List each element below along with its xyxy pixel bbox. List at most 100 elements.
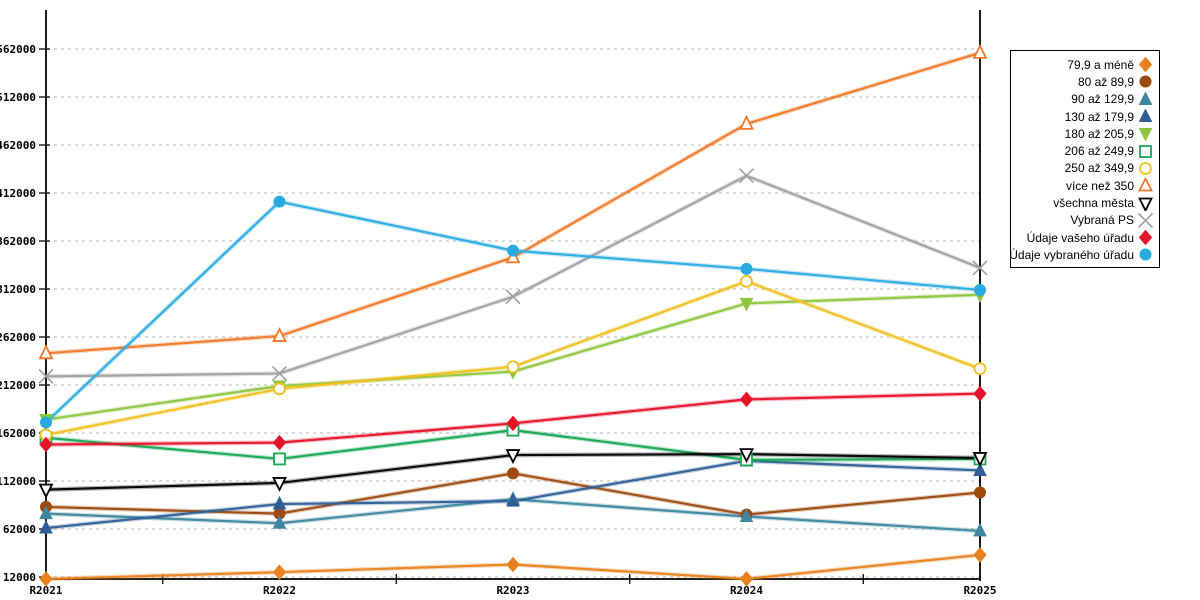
legend-x-icon (1138, 212, 1153, 228)
y-axis-label: 262000 (0, 331, 36, 344)
x-marker-icon (972, 260, 988, 276)
triangle-up-marker-icon (973, 462, 987, 476)
triangle-down-marker-icon (972, 452, 988, 467)
legend-label: 250 až 349,9 (1064, 161, 1134, 176)
y-axis-label: 112000 (0, 475, 36, 488)
legend-triangle-up-icon (1138, 91, 1153, 105)
y-axis-label: 412000 (0, 187, 36, 200)
legend-item-4: 180 až 205,9 (1013, 125, 1153, 142)
series-markers (38, 168, 988, 384)
series-line-halo (45, 292, 981, 422)
y-axis-label: 512000 (0, 91, 36, 104)
triangle-down-marker-icon (739, 297, 754, 312)
circle-marker-icon (506, 360, 520, 374)
series-line-halo (45, 279, 981, 438)
circle-marker-icon (1139, 162, 1152, 175)
x-marker-icon (738, 168, 755, 184)
legend-label: více než 350 (1065, 178, 1134, 193)
triangle-up-marker-icon (272, 515, 287, 529)
x-marker-icon (1138, 212, 1153, 228)
legend-circle-icon (1139, 248, 1152, 261)
x-marker-icon (38, 368, 54, 384)
diamond-marker-icon (973, 547, 987, 563)
circle-marker-icon (740, 262, 753, 275)
triangle-up-marker-icon (1138, 178, 1153, 192)
diamond-marker-icon (506, 556, 520, 573)
diamond-marker-icon (272, 434, 287, 451)
legend-item-1: 80 až 89,9 (1013, 73, 1153, 90)
circle-marker-icon (740, 274, 753, 288)
series-line-halo (45, 50, 981, 356)
x-axis-label: R2021 (29, 584, 62, 597)
diamond-marker-icon (506, 415, 520, 432)
y-axis-label: 312000 (0, 283, 36, 296)
legend-label: všechna města (1053, 196, 1134, 211)
triangle-up-marker-icon (739, 508, 754, 523)
legend-label: Údaje vašeho úřadu (1026, 230, 1134, 245)
legend-item-6: 250 až 349,9 (1013, 160, 1153, 177)
triangle-up-marker-icon (973, 522, 987, 537)
triangle-down-marker-icon (1138, 197, 1153, 211)
series-markers (39, 385, 987, 453)
legend-square-icon (1139, 144, 1152, 158)
legend-triangle-up-icon (1138, 109, 1153, 123)
legend-item-7: více než 350 (1013, 177, 1153, 194)
x-axis-label: R2024 (730, 584, 763, 597)
x-axis-label: R2022 (263, 584, 296, 597)
square-marker-icon (273, 452, 286, 466)
diamond-marker-icon (1138, 57, 1153, 73)
triangle-up-marker-icon (1138, 91, 1153, 105)
series-markers (39, 274, 987, 442)
y-axis-label: 562000 (0, 43, 36, 56)
legend-label: 80 až 89,9 (1077, 74, 1134, 89)
series-markers (39, 452, 987, 534)
y-axis-label: 12000 (3, 571, 36, 584)
series-line-halo (44, 199, 981, 425)
legend-triangle-up-icon (1138, 178, 1153, 192)
diamond-marker-icon (1138, 230, 1153, 246)
circle-marker-icon (973, 362, 987, 376)
series-line (45, 200, 981, 424)
x-marker-icon (505, 289, 521, 305)
circle-marker-icon (40, 416, 52, 429)
triangle-up-marker-icon (1138, 109, 1153, 123)
legend-item-9: Vybraná PS (1013, 212, 1153, 229)
legend-label: Vybraná PS (1070, 213, 1134, 228)
series-line (45, 51, 981, 355)
legend: 79,9 a méně 80 až 89,9 90 až 129,9 130 až 1… (1009, 50, 1160, 268)
legend-diamond-icon (1138, 57, 1153, 73)
legend-label: 206 až 249,9 (1064, 144, 1134, 159)
diamond-marker-icon (272, 564, 287, 580)
triangle-up-marker-icon (39, 505, 53, 520)
circle-marker-icon (1139, 75, 1152, 88)
y-axis-label: 162000 (0, 427, 36, 440)
legend-item-3: 130 až 179,9 (1013, 108, 1153, 125)
triangle-up-marker-icon (272, 327, 287, 342)
diamond-marker-icon (739, 571, 754, 587)
legend-triangle-down-icon (1138, 128, 1153, 142)
legend-item-5: 206 až 249,9 (1013, 142, 1153, 159)
diamond-marker-icon (39, 436, 53, 453)
legend-item-8: všechna města (1013, 194, 1153, 211)
series-markers (39, 547, 987, 587)
triangle-down-marker-icon (739, 448, 754, 464)
series-line (45, 280, 981, 436)
circle-marker-icon (273, 382, 286, 396)
legend-circle-icon (1139, 75, 1152, 88)
series-markers (38, 448, 988, 499)
triangle-up-marker-icon (272, 495, 287, 510)
legend-item-10: Údaje vašeho úřadu (1013, 229, 1153, 246)
diamond-marker-icon (739, 391, 754, 408)
legend-label: 90 až 129,9 (1071, 92, 1134, 107)
triangle-down-marker-icon (1138, 128, 1153, 142)
square-marker-icon (1139, 144, 1152, 158)
x-axis-label: R2023 (496, 584, 529, 597)
diamond-marker-icon (973, 385, 987, 402)
legend-item-0: 79,9 a méně (1013, 56, 1153, 73)
legend-item-2: 90 až 129,9 (1013, 91, 1153, 108)
triangle-up-marker-icon (38, 344, 54, 360)
circle-marker-icon (507, 467, 519, 480)
y-axis-label: 462000 (0, 139, 36, 152)
circle-marker-icon (974, 283, 986, 296)
